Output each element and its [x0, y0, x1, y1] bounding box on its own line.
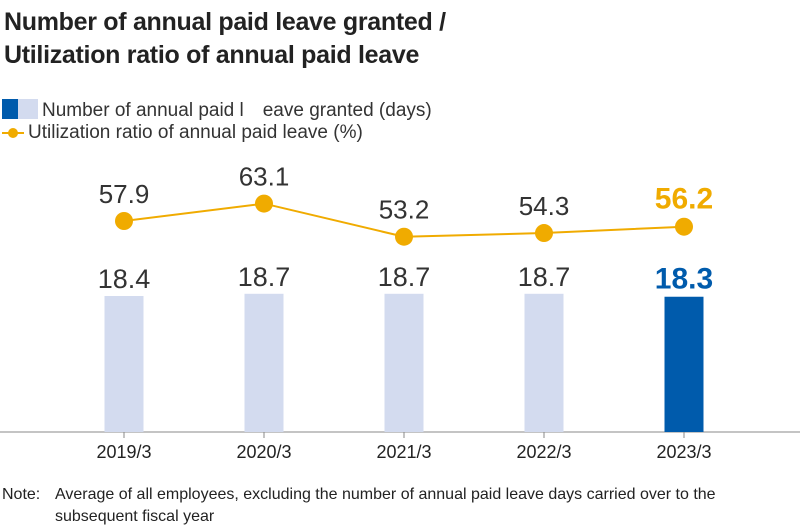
legend-bars: Number of annual paid l eave granted (da…	[2, 95, 432, 122]
line-point-2019/3	[115, 212, 133, 230]
line-point-2021/3	[395, 227, 413, 246]
line-point-2023/3	[675, 217, 693, 236]
legend-bars-label: Number of annual paid l eave granted (da…	[42, 100, 432, 121]
bar-value-label: 18.7	[378, 262, 431, 292]
line-value-label: 56.2	[655, 183, 713, 216]
footnote: Note: Average of all employees, excludin…	[2, 484, 755, 528]
bar-value-label: 18.7	[238, 262, 291, 292]
chart-title-line-1: Number of annual paid leave granted /	[4, 8, 446, 36]
x-tick-label: 2022/3	[516, 442, 571, 462]
x-tick-label: 2023/3	[656, 442, 711, 462]
line-value-label: 53.2	[379, 195, 430, 225]
x-tick-label: 2021/3	[376, 442, 431, 462]
legend-line: Utilization ratio of annual paid leave (…	[2, 122, 363, 144]
x-tick-label: 2020/3	[236, 442, 291, 462]
line-value-label: 63.1	[239, 162, 290, 192]
footnote-label: Note:	[2, 486, 41, 503]
legend-line-marker	[2, 123, 24, 143]
line-point-2022/3	[535, 224, 553, 243]
bar-2022/3	[524, 293, 564, 432]
bar-value-label: 18.3	[655, 263, 713, 296]
bar-2020/3	[244, 293, 284, 432]
chart-title-line-2: Utilization ratio of annual paid leave	[4, 41, 420, 69]
footnote-text: Average of all employees, excluding the …	[55, 486, 716, 525]
bar-2023/3	[664, 296, 704, 432]
chart-title: Number of annual paid leave granted / Ut…	[4, 6, 446, 72]
bar-2019/3	[104, 296, 144, 432]
legend-swatch-dark	[2, 98, 18, 119]
bar-value-label: 18.7	[518, 262, 571, 292]
bar-2021/3	[384, 293, 424, 432]
x-tick-label: 2019/3	[96, 442, 151, 462]
legend-swatch-light	[18, 98, 38, 119]
line-value-label: 57.9	[99, 179, 150, 209]
line-value-label: 54.3	[519, 191, 570, 221]
legend-line-label: Utilization ratio of annual paid leave (…	[28, 122, 363, 143]
line-point-2020/3	[255, 194, 273, 213]
bar-value-label: 18.4	[98, 264, 151, 294]
